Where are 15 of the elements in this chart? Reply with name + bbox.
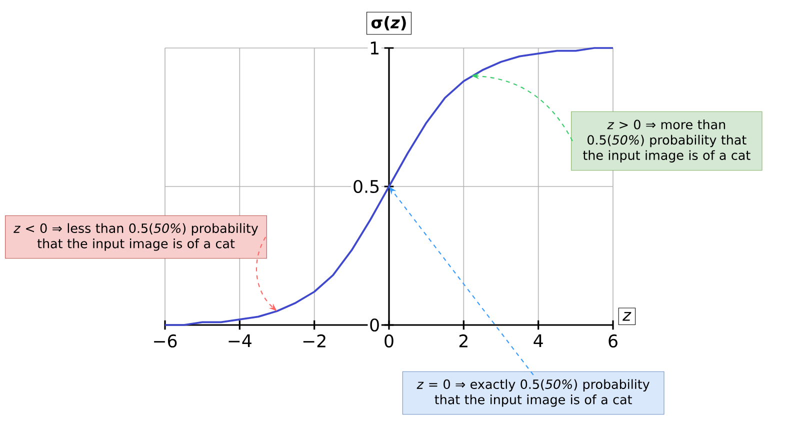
- x-tick-label: −2: [303, 334, 326, 348]
- text: σ(z): [371, 16, 406, 30]
- y-tick-label: 1: [370, 42, 378, 54]
- x-tick-label: 2: [459, 334, 468, 348]
- x-tick-label: −6: [154, 334, 177, 348]
- x-tick-label: −4: [228, 334, 252, 348]
- annotation: z > 0 ⇒ more than 0.5(50%) probability that the input image is of a cat: [583, 120, 750, 162]
- y-tick-label: 0.5: [354, 180, 379, 194]
- annotation: z < 0 ⇒ less than 0.5(50%) probability that the input image is of a cat: [14, 223, 258, 251]
- x-tick-label: 6: [608, 334, 618, 348]
- x-tick-label: 4: [534, 334, 543, 348]
- annotation: z = 0 ⇒ exactly 0.5(50%) probability that the input image is of a cat: [416, 379, 650, 407]
- y-tick-label: 0: [370, 318, 379, 332]
- x-axis-title: z: [622, 312, 632, 321]
- x-tick-label: 0: [384, 334, 394, 348]
